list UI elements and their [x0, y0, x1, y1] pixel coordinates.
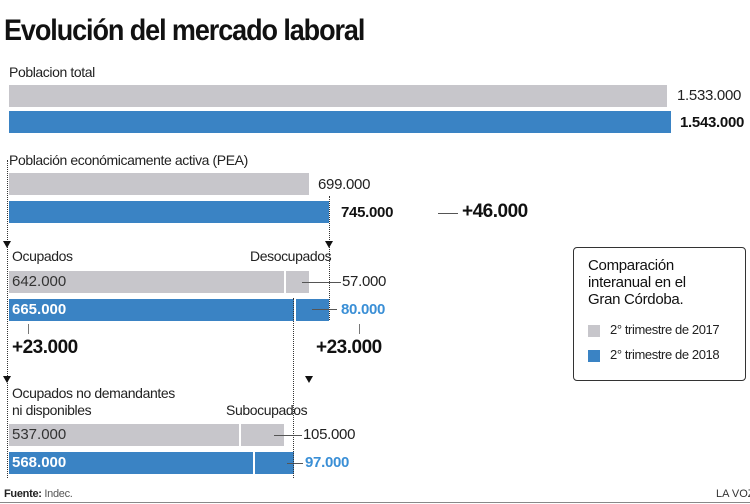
legend-label-2018: 2° trimestre de 2018: [610, 347, 720, 362]
guide-line-right: [329, 196, 330, 320]
value-label-ocupados-2018: 665.000: [12, 301, 67, 318]
guide-line-left: [7, 160, 8, 478]
value-label-ocupados-2017: 642.000: [12, 273, 67, 290]
legend-swatch-2017: [588, 325, 600, 337]
value-label-total-2018: 1.543.000: [680, 114, 745, 131]
group-label-ocupados: Ocupados: [12, 248, 73, 264]
group-label-subocupados: Subocupados: [226, 402, 308, 418]
leader-line: [302, 282, 341, 283]
bar-2018-segment: [294, 299, 329, 321]
value-label-pea-2017: 699.000: [318, 176, 371, 193]
legend: Comparación interanual en el Gran Córdob…: [573, 247, 746, 381]
legend-title-line: Comparación: [588, 257, 674, 274]
arrow-down-icon: [305, 376, 313, 383]
bar-2018-segment: [9, 299, 295, 321]
bar-2018-segment: [9, 201, 329, 223]
credit: LA VOZ: [716, 488, 750, 500]
group-label-ocupados-no-demandantes: Ocupados no demandantes: [12, 385, 175, 401]
legend-label-2017: 2° trimestre de 2017: [610, 322, 720, 337]
change-label-pea: +46.000: [462, 201, 528, 222]
legend-title: Comparación interanual en el Gran Córdob…: [588, 257, 686, 308]
value-label-subocupados-2018: 97.000: [305, 454, 350, 471]
bar-2017-segment: [9, 424, 240, 446]
chart-title: Evolución del mercado laboral: [4, 14, 365, 47]
group-label-desocupados: Desocupados: [250, 248, 332, 264]
bar-2017-segment: [9, 271, 285, 293]
bar-2018-segment: [9, 111, 671, 133]
arrow-down-icon: [3, 376, 11, 383]
leader-line: [287, 463, 303, 464]
arrow-down-icon: [3, 241, 11, 248]
bar-2017-segment: [9, 173, 309, 195]
source-text: Indec.: [44, 488, 73, 500]
source-label: Fuente:: [4, 488, 42, 500]
legend-title-line: interanual en el: [588, 274, 686, 291]
value-label-ocupados-nd-2018: 568.000: [12, 454, 67, 471]
leader-line: [312, 309, 337, 310]
guide-line-sub: [293, 298, 294, 478]
leader-line: [274, 435, 302, 436]
source-note: Fuente: Indec.: [4, 488, 73, 500]
bar-2018-segment: [252, 452, 295, 474]
footer-rule: [0, 502, 750, 503]
bar-2017-segment: [9, 85, 667, 107]
change-label-desocupados: +23.000: [316, 337, 382, 358]
value-label-desocupados-2018: 80.000: [341, 301, 386, 318]
tick-line: [359, 324, 360, 334]
change-label-ocupados: +23.000: [12, 337, 78, 358]
value-label-total-2017: 1.533.000: [677, 87, 742, 104]
value-label-pea-2018: 745.000: [341, 204, 394, 221]
group-label-poblacion-total: Poblacion total: [9, 64, 95, 80]
group-label-ni-disponibles: ni disponibles: [12, 402, 92, 418]
bar-2017-segment: [284, 271, 309, 293]
bar-2017-segment: [239, 424, 285, 446]
value-label-subocupados-2017: 105.000: [303, 426, 356, 443]
value-label-ocupados-nd-2017: 537.000: [12, 426, 67, 443]
arrow-down-icon: [325, 241, 333, 248]
value-label-desocupados-2017: 57.000: [342, 273, 387, 290]
legend-title-line: Gran Córdoba.: [588, 291, 684, 308]
tick-line: [28, 324, 29, 334]
bar-2018-segment: [9, 452, 253, 474]
leader-line: [438, 213, 458, 214]
group-label-pea: Población económicamente activa (PEA): [9, 152, 248, 168]
legend-swatch-2018: [588, 350, 600, 362]
